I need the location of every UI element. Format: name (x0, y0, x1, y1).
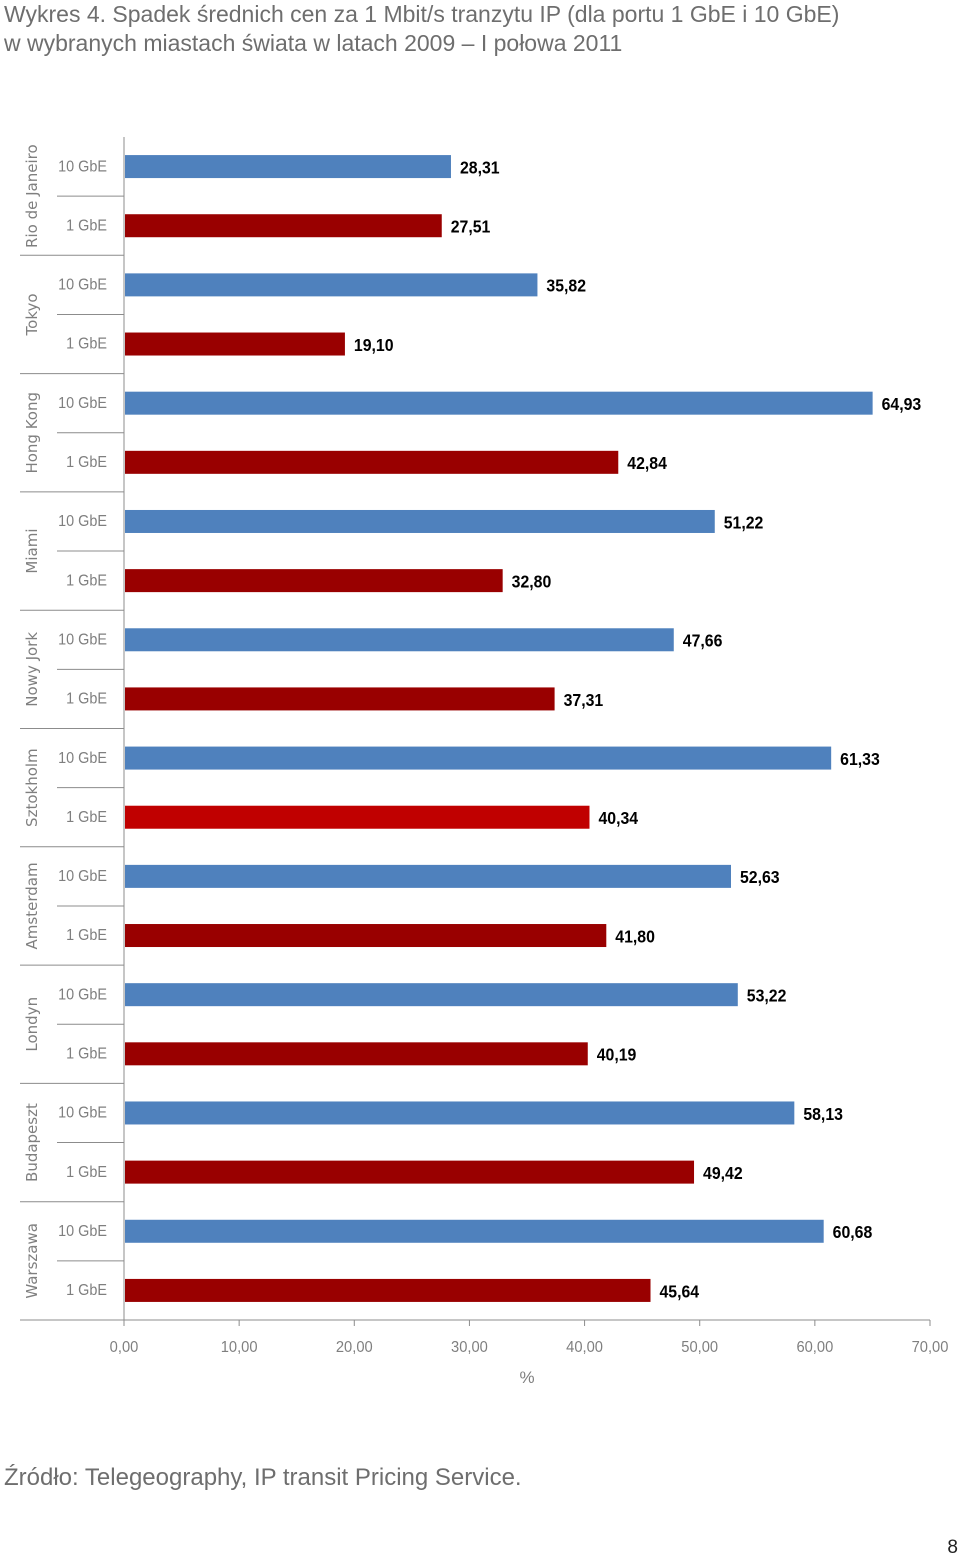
data-label: 53,22 (747, 986, 787, 1006)
x-axis-label: % (519, 1368, 534, 1387)
data-label: 47,66 (683, 631, 723, 651)
city-label: Sztokholm (23, 748, 41, 827)
bar-1gbe (125, 687, 555, 711)
city-label: Nowy Jork (23, 632, 41, 707)
x-tick-label: 60,00 (796, 1338, 833, 1356)
data-label: 35,82 (546, 276, 586, 296)
bar-1gbe (125, 1160, 695, 1184)
bar-1gbe (125, 214, 442, 238)
bar-10gbe (125, 864, 731, 888)
category-label: 10 GbE (58, 1222, 107, 1240)
category-label: 10 GbE (58, 631, 107, 649)
bar-chart: Rio de Janeiro 10 GbE 28,31 1 GbE 27,51 Tokyo… (20, 137, 949, 1387)
bar-10gbe (125, 1101, 795, 1125)
category-label: 1 GbE (66, 1045, 107, 1063)
data-label: 58,13 (803, 1104, 843, 1124)
data-label: 40,19 (597, 1045, 637, 1065)
x-tick-label: 40,00 (566, 1338, 603, 1356)
bar-10gbe (125, 1219, 824, 1243)
category-label: 10 GbE (58, 986, 107, 1004)
category-label: 1 GbE (66, 453, 107, 471)
category-label: 1 GbE (66, 690, 107, 708)
category-label: 10 GbE (58, 1104, 107, 1122)
data-label: 28,31 (460, 157, 500, 177)
data-label: 37,31 (564, 690, 604, 710)
bar-10gbe (125, 155, 451, 179)
data-label: 32,80 (512, 572, 552, 592)
city-label: Hong Kong (23, 392, 41, 474)
bar-10gbe (125, 983, 738, 1007)
category-label: 1 GbE (66, 808, 107, 826)
category-label: 10 GbE (58, 276, 107, 294)
category-label: 10 GbE (58, 513, 107, 531)
x-tick-label: 10,00 (221, 1338, 258, 1356)
category-label: 1 GbE (66, 572, 107, 590)
data-label: 27,51 (451, 217, 491, 237)
data-label: 42,84 (627, 453, 667, 473)
data-label: 41,80 (615, 926, 655, 946)
data-label: 64,93 (882, 394, 922, 414)
bar-1gbe (125, 805, 590, 829)
x-tick-label: 70,00 (912, 1338, 949, 1356)
data-label: 40,34 (598, 808, 638, 828)
bar-1gbe (125, 569, 503, 593)
data-label: 51,22 (724, 512, 764, 532)
city-label: Tokyo (23, 293, 41, 336)
data-label: 49,42 (703, 1163, 743, 1183)
category-label: 1 GbE (66, 1281, 107, 1299)
category-label: 10 GbE (58, 394, 107, 412)
bar-10gbe (125, 628, 674, 652)
data-label: 45,64 (660, 1281, 700, 1301)
bar-10gbe (125, 391, 873, 415)
bar-10gbe (125, 746, 832, 770)
bar-1gbe (125, 924, 607, 948)
city-label: Londyn (23, 997, 41, 1052)
category-label: 10 GbE (58, 158, 107, 176)
category-label: 1 GbE (66, 1163, 107, 1181)
city-label: Miami (23, 529, 41, 574)
data-label: 52,63 (740, 867, 780, 887)
chart-title-line-2: w wybranych miastach świata w latach 200… (4, 30, 623, 56)
bar-1gbe (125, 332, 345, 356)
data-label: 19,10 (354, 335, 394, 355)
category-label: 10 GbE (58, 867, 107, 885)
bar-1gbe (125, 1278, 651, 1302)
category-label: 1 GbE (66, 927, 107, 945)
x-tick-label: 20,00 (336, 1338, 373, 1356)
chart-title-line-1: Wykres 4. Spadek średnich cen za 1 Mbit/… (4, 1, 840, 27)
category-label: 1 GbE (66, 335, 107, 353)
city-label: Warszawa (23, 1223, 41, 1299)
chart-title: Wykres 4. Spadek średnich cen za 1 Mbit/… (4, 0, 959, 58)
category-label: 1 GbE (66, 217, 107, 235)
page-number: 8 (947, 1537, 958, 1558)
bar-1gbe (125, 1042, 588, 1066)
x-tick-label: 0,00 (110, 1338, 139, 1356)
bar-10gbe (125, 273, 538, 297)
city-label: Amsterdam (23, 862, 41, 949)
bar-10gbe (125, 509, 715, 533)
city-label: Rio de Janeiro (23, 144, 41, 248)
data-label: 60,68 (833, 1222, 873, 1242)
x-tick-label: 50,00 (681, 1338, 718, 1356)
source-note: Źródło: Telegeography, IP transit Pricin… (4, 1464, 522, 1491)
x-tick-label: 30,00 (451, 1338, 488, 1356)
data-label: 61,33 (840, 749, 880, 769)
bar-1gbe (125, 450, 619, 474)
category-label: 10 GbE (58, 749, 107, 767)
city-label: Budapeszt (23, 1103, 41, 1182)
